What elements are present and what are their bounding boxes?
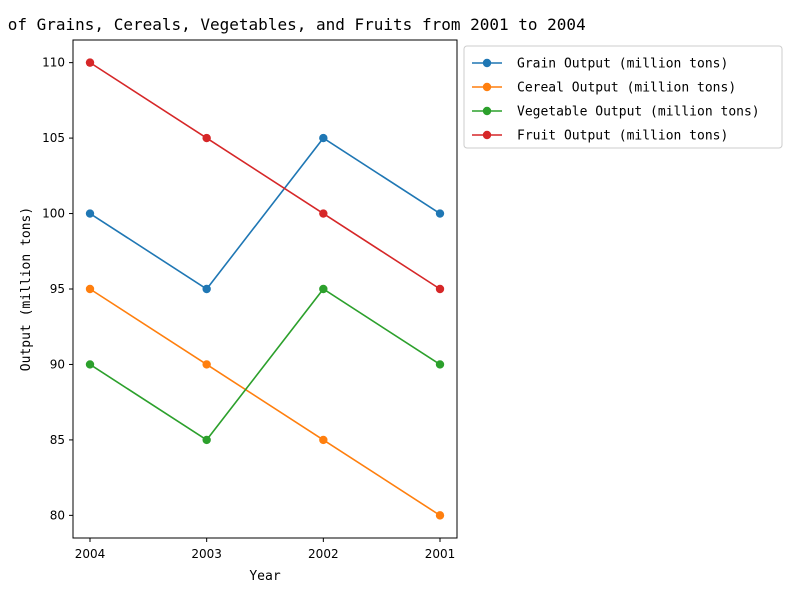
x-tick-label: 2004: [75, 547, 106, 561]
data-point: [319, 435, 328, 445]
data-point: [319, 133, 328, 143]
data-point: [435, 360, 445, 369]
series-layer: [85, 58, 445, 520]
y-tick-label: 95: [50, 282, 65, 296]
y-axis: 80 85 90 95 100 105 110: [42, 56, 73, 522]
legend-label: Grain Output (million tons): [517, 57, 728, 72]
data-point: [85, 284, 95, 294]
series-line: [89, 288, 441, 517]
data-point: [85, 209, 95, 218]
legend-marker: [482, 82, 492, 92]
y-tick-label: 90: [50, 357, 65, 371]
y-tick-label: 100: [42, 207, 65, 221]
legend: Grain Output (million tons) Cereal Output…: [463, 45, 783, 149]
data-point: [202, 133, 211, 143]
y-tick-label: 105: [42, 131, 65, 145]
y-tick-label: 80: [50, 508, 65, 522]
y-tick-label: 85: [50, 433, 65, 447]
data-point: [85, 58, 95, 67]
legend-marker: [482, 58, 492, 68]
data-point: [435, 284, 445, 294]
data-point: [319, 209, 328, 218]
series-line: [89, 287, 441, 441]
y-tick-label: 110: [42, 56, 65, 70]
data-point: [85, 360, 95, 369]
data-point: [435, 209, 445, 218]
x-tick-label: 2001: [425, 547, 456, 561]
legend-label: Cereal Output (million tons): [517, 81, 736, 96]
series-line: [89, 61, 441, 290]
data-point: [202, 284, 211, 294]
data-point: [202, 435, 211, 445]
data-point: [202, 360, 211, 369]
legend-marker: [482, 130, 492, 140]
legend-box: [463, 45, 783, 149]
plot-area: [72, 39, 458, 539]
data-point: [319, 284, 328, 294]
x-axis: 2004 2003 2002 2001: [75, 538, 456, 561]
legend-label: Fruit Output (million tons): [517, 129, 728, 144]
y-axis-label: Output (million tons): [19, 207, 34, 371]
data-point: [435, 511, 445, 520]
legend-label: Vegetable Output (million tons): [517, 105, 760, 120]
x-axis-label: Year: [249, 569, 280, 584]
x-tick-label: 2003: [191, 547, 222, 561]
legend-marker: [482, 106, 492, 116]
chart-title: Output of Grains, Cereals, Vegetables, a…: [0, 15, 586, 34]
series-line: [89, 137, 441, 291]
x-tick-label: 2002: [308, 547, 339, 561]
